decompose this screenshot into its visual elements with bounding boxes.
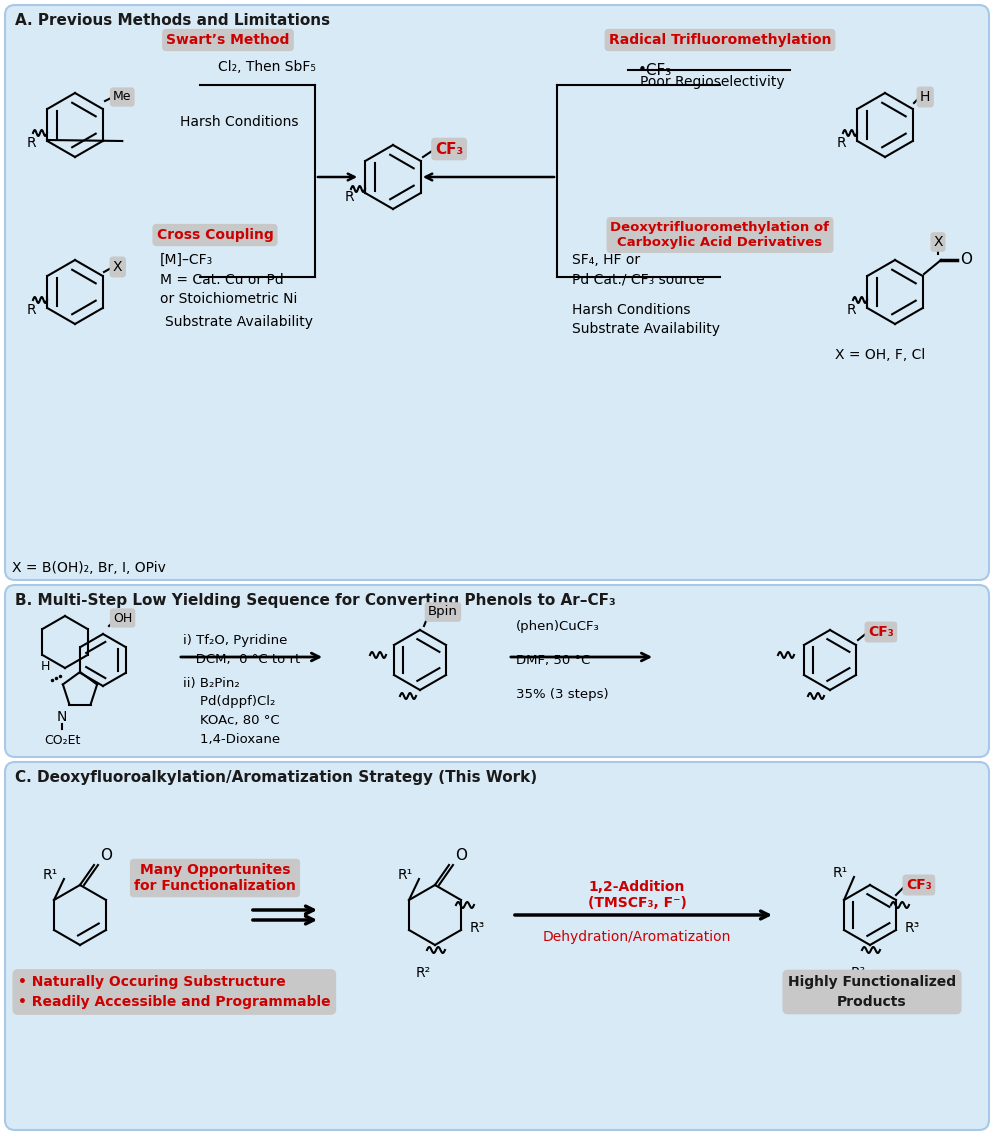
Text: i) Tf₂O, Pyridine
   DCM,  0 °C to rt: i) Tf₂O, Pyridine DCM, 0 °C to rt bbox=[183, 634, 300, 665]
Text: DMF, 50 °C: DMF, 50 °C bbox=[516, 654, 590, 667]
Text: N: N bbox=[57, 711, 68, 724]
Text: CO₂Et: CO₂Et bbox=[44, 734, 81, 747]
Text: (phen)CuCF₃: (phen)CuCF₃ bbox=[516, 620, 599, 633]
Text: R¹: R¹ bbox=[43, 868, 58, 882]
Text: R: R bbox=[837, 136, 847, 150]
Text: H: H bbox=[920, 90, 930, 104]
Text: Bpin: Bpin bbox=[428, 605, 458, 619]
Text: R²: R² bbox=[415, 966, 430, 980]
Text: R³: R³ bbox=[905, 920, 919, 935]
Text: O: O bbox=[100, 848, 112, 863]
FancyBboxPatch shape bbox=[5, 762, 989, 1130]
Text: C. Deoxyfluoroalkylation/Aromatization Strategy (This Work): C. Deoxyfluoroalkylation/Aromatization S… bbox=[15, 770, 537, 785]
FancyBboxPatch shape bbox=[5, 5, 989, 580]
Text: R: R bbox=[27, 136, 37, 150]
Text: ii) B₂Pin₂
    Pd(dppf)Cl₂
    KOAc, 80 °C
    1,4-Dioxane: ii) B₂Pin₂ Pd(dppf)Cl₂ KOAc, 80 °C 1,4-D… bbox=[183, 676, 280, 746]
Text: Dehydration/Aromatization: Dehydration/Aromatization bbox=[543, 930, 732, 944]
Text: Highly Functionalized
Products: Highly Functionalized Products bbox=[788, 975, 956, 1009]
Text: [M]–CF₃
M = Cat. Cu or Pd
or Stoichiometric Ni: [M]–CF₃ M = Cat. Cu or Pd or Stoichiomet… bbox=[160, 253, 297, 306]
Text: R: R bbox=[345, 190, 355, 204]
Text: 1,2-Addition
(TMSCF₃, F⁻): 1,2-Addition (TMSCF₃, F⁻) bbox=[587, 880, 687, 910]
Text: • Naturally Occuring Substructure
• Readily Accessible and Programmable: • Naturally Occuring Substructure • Read… bbox=[18, 975, 331, 1009]
Text: Me: Me bbox=[113, 91, 131, 103]
Text: A. Previous Methods and Limitations: A. Previous Methods and Limitations bbox=[15, 12, 330, 28]
Text: X: X bbox=[113, 260, 122, 274]
Text: R: R bbox=[27, 303, 37, 317]
Text: CF₃: CF₃ bbox=[906, 878, 931, 892]
Text: Substrate Availability: Substrate Availability bbox=[165, 316, 313, 329]
Text: Cross Coupling: Cross Coupling bbox=[157, 228, 273, 242]
Text: R²: R² bbox=[851, 966, 866, 980]
Text: R³: R³ bbox=[469, 920, 485, 935]
Text: B. Multi-Step Low Yielding Sequence for Converting Phenols to Ar–CF₃: B. Multi-Step Low Yielding Sequence for … bbox=[15, 592, 615, 608]
Text: Harsh Conditions
Substrate Availability: Harsh Conditions Substrate Availability bbox=[572, 303, 720, 336]
Text: X: X bbox=[933, 235, 942, 249]
Text: Many Opportunites
for Functionalization: Many Opportunites for Functionalization bbox=[134, 863, 296, 893]
Text: Deoxytrifluoromethylation of
Carboxylic Acid Derivatives: Deoxytrifluoromethylation of Carboxylic … bbox=[610, 221, 830, 249]
Text: Harsh Conditions: Harsh Conditions bbox=[180, 115, 298, 129]
Text: •CF₃: •CF₃ bbox=[638, 64, 672, 78]
Text: SF₄, HF or
Pd Cat./ CF₃ source: SF₄, HF or Pd Cat./ CF₃ source bbox=[572, 253, 705, 286]
Text: Swart’s Method: Swart’s Method bbox=[166, 33, 289, 47]
Text: O: O bbox=[455, 848, 467, 863]
Text: X = OH, F, Cl: X = OH, F, Cl bbox=[835, 348, 925, 362]
Text: R¹: R¹ bbox=[398, 868, 413, 882]
Text: Cl₂, Then SbF₅: Cl₂, Then SbF₅ bbox=[218, 60, 316, 74]
Text: R¹: R¹ bbox=[833, 866, 848, 880]
Text: H: H bbox=[41, 661, 50, 673]
Text: Poor Regioselectivity: Poor Regioselectivity bbox=[640, 75, 784, 89]
Text: CF₃: CF₃ bbox=[435, 142, 463, 157]
Text: R: R bbox=[847, 303, 857, 317]
Text: 35% (3 steps): 35% (3 steps) bbox=[516, 688, 608, 701]
Text: Radical Trifluoromethylation: Radical Trifluoromethylation bbox=[608, 33, 831, 47]
Text: CF₃: CF₃ bbox=[868, 625, 894, 639]
FancyBboxPatch shape bbox=[5, 585, 989, 757]
Text: OH: OH bbox=[113, 612, 132, 624]
Text: X = B(OH)₂, Br, I, OPiv: X = B(OH)₂, Br, I, OPiv bbox=[12, 561, 166, 575]
Text: O: O bbox=[960, 252, 972, 268]
